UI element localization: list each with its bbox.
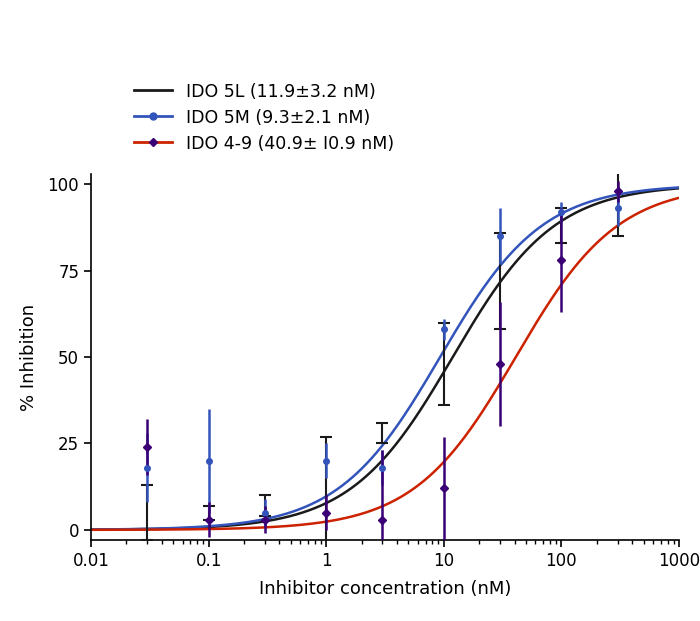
X-axis label: Inhibitor concentration (nM): Inhibitor concentration (nM) — [259, 580, 511, 598]
Y-axis label: % Inhibition: % Inhibition — [20, 304, 38, 410]
Legend: IDO 5L (11.9±3.2 nM), IDO 5M (9.3±2.1 nM), IDO 4-9 (40.9± I0.9 nM): IDO 5L (11.9±3.2 nM), IDO 5M (9.3±2.1 nM… — [129, 78, 400, 158]
